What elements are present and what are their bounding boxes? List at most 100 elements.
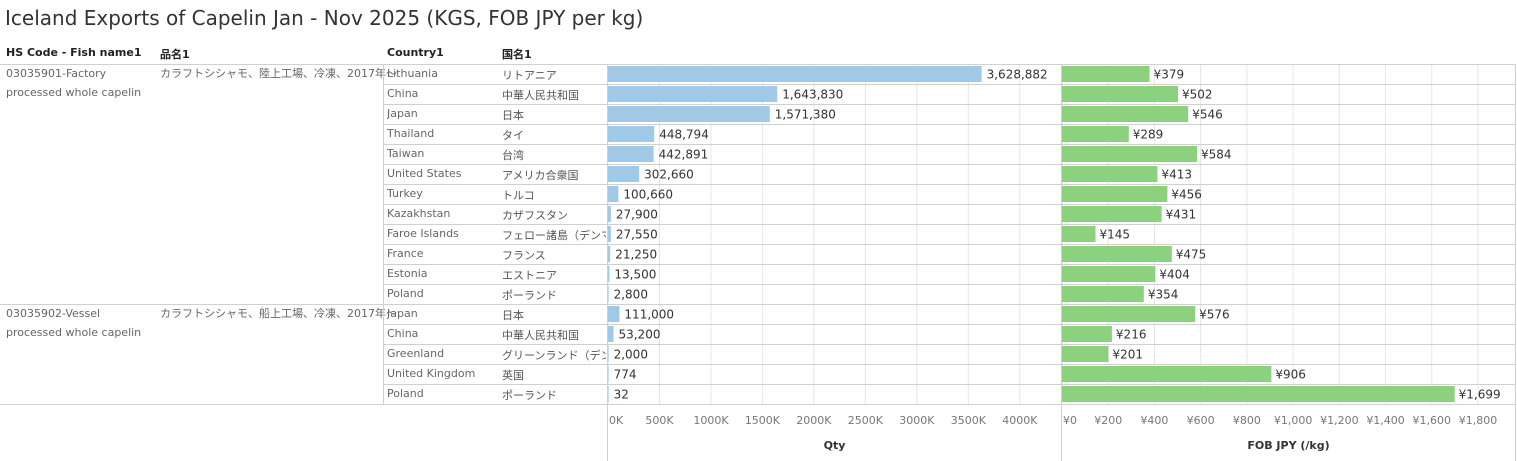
- fob-data-label: ¥289: [1133, 128, 1164, 142]
- fob-bar: [1062, 166, 1158, 182]
- row-country-jp: フランス: [502, 249, 546, 262]
- header-hs-code[interactable]: HS Code - Fish name1: [6, 46, 142, 59]
- fob-bar: [1062, 66, 1150, 82]
- row-country: Poland: [387, 287, 424, 300]
- fob-bar: [1062, 186, 1168, 202]
- fob-data-label: ¥546: [1192, 108, 1223, 122]
- qty-data-label: 13,500: [614, 268, 656, 282]
- qty-data-label: 774: [614, 368, 637, 382]
- fob-data-label: ¥475: [1176, 248, 1207, 262]
- row-country: China: [387, 327, 419, 340]
- group-2-hinmei: カラフトシシャモ、船上工場、冷凍、2017年～: [160, 307, 397, 320]
- qty-tick-label: 0K: [609, 414, 624, 427]
- fob-bar: [1062, 126, 1129, 142]
- row-country-jp: ポーランド: [502, 289, 557, 302]
- qty-tick-label: 500K: [645, 414, 674, 427]
- group-2-hs-code-line2: processed whole capelin: [6, 326, 142, 339]
- qty-tick-label: 1000K: [693, 414, 729, 427]
- row-country-jp: グリーンランド（デン...: [502, 349, 606, 362]
- row-country-jp: リトアニア: [502, 69, 557, 82]
- row-country: Japan: [387, 307, 418, 320]
- row-country-jp: ポーランド: [502, 389, 557, 402]
- qty-bar: [608, 126, 655, 142]
- fob-data-label: ¥456: [1171, 188, 1202, 202]
- fob-data-label: ¥431: [1166, 208, 1197, 222]
- fob-tick-label: ¥800: [1233, 414, 1261, 427]
- qty-data-label: 2,800: [614, 288, 648, 302]
- row-country: United States: [387, 167, 462, 180]
- fob-bar: [1062, 206, 1162, 222]
- row-country: Greenland: [387, 347, 445, 360]
- qty-tick-label: 3000K: [899, 414, 935, 427]
- header-hinmei[interactable]: 品名1: [160, 48, 190, 61]
- fob-bar: [1062, 146, 1197, 162]
- qty-bar: [608, 346, 609, 362]
- fob-bar: [1062, 366, 1272, 382]
- fob-data-label: ¥906: [1275, 368, 1306, 382]
- fob-data-label: ¥404: [1159, 268, 1190, 282]
- fob-tick-label: ¥400: [1140, 414, 1168, 427]
- fob-bar: [1062, 266, 1156, 282]
- fob-tick-label: ¥1,600: [1413, 414, 1452, 427]
- header-kokumei[interactable]: 国名1: [502, 48, 532, 61]
- fob-bar: [1062, 306, 1196, 322]
- qty-bar: [608, 106, 770, 122]
- qty-tick-label: 4000K: [1002, 414, 1038, 427]
- qty-bar: [608, 66, 982, 82]
- qty-bar: [608, 146, 654, 162]
- qty-axis-title: Qty: [824, 439, 846, 452]
- qty-data-label: 302,660: [644, 168, 694, 182]
- group-1-hinmei: カラフトシシャモ、陸上工場、冷凍、2017年～: [160, 67, 397, 80]
- qty-bar: [608, 306, 620, 322]
- fob-bar: [1062, 326, 1112, 342]
- fob-bar: [1062, 106, 1189, 122]
- fob-data-label: ¥201: [1112, 348, 1143, 362]
- qty-bar: [608, 326, 614, 342]
- header-country[interactable]: Country1: [387, 46, 444, 59]
- qty-bar: [608, 206, 611, 222]
- group-2-hs-code-line1: 03035902-Vessel: [6, 307, 101, 320]
- qty-data-label: 2,000: [614, 348, 648, 362]
- row-country: Turkey: [387, 187, 423, 200]
- fob-bar: [1062, 86, 1179, 102]
- fob-tick-label: ¥1,000: [1274, 414, 1313, 427]
- qty-data-label: 27,900: [616, 208, 658, 222]
- row-country: Taiwan: [387, 147, 425, 160]
- qty-tick-label: 1500K: [745, 414, 781, 427]
- row-country: Estonia: [387, 267, 428, 280]
- fob-bar: [1062, 226, 1096, 242]
- qty-data-label: 1,643,830: [782, 88, 843, 102]
- qty-bar: [608, 386, 609, 402]
- row-country: Japan: [387, 107, 418, 120]
- qty-tick-label: 2500K: [848, 414, 884, 427]
- fob-tick-label: ¥0: [1063, 414, 1077, 427]
- row-country-jp: タイ: [502, 129, 524, 142]
- row-country: Poland: [387, 387, 424, 400]
- group-1-hs-code-line2: processed whole capelin: [6, 86, 142, 99]
- qty-data-label: 21,250: [615, 248, 657, 262]
- fob-data-label: ¥502: [1182, 88, 1213, 102]
- row-country-jp: 日本: [502, 309, 524, 322]
- qty-bar: [608, 226, 611, 242]
- row-country: United Kingdom: [387, 367, 476, 380]
- fob-bar: [1062, 386, 1455, 402]
- qty-tick-label: 2000K: [796, 414, 832, 427]
- row-country: Kazakhstan: [387, 207, 451, 220]
- row-country-jp: 中華人民共和国: [502, 89, 579, 102]
- fob-data-label: ¥379: [1154, 68, 1185, 82]
- row-country: Faroe Islands: [387, 227, 459, 240]
- row-country: China: [387, 87, 419, 100]
- qty-bar: [608, 166, 640, 182]
- fob-data-label: ¥145: [1100, 228, 1131, 242]
- fob-data-label: ¥413: [1161, 168, 1192, 182]
- fob-bar: [1062, 286, 1144, 302]
- row-country-jp: 英国: [502, 369, 524, 382]
- fob-axis-title: FOB JPY (/kg): [1247, 439, 1329, 452]
- row-country-jp: トルコ: [502, 189, 535, 202]
- row-country-jp: 中華人民共和国: [502, 329, 579, 342]
- row-country-jp: 日本: [502, 109, 524, 122]
- qty-tick-label: 3500K: [951, 414, 987, 427]
- qty-bar: [608, 246, 611, 262]
- fob-tick-label: ¥1,200: [1320, 414, 1359, 427]
- row-country-jp: アメリカ合衆国: [502, 169, 579, 182]
